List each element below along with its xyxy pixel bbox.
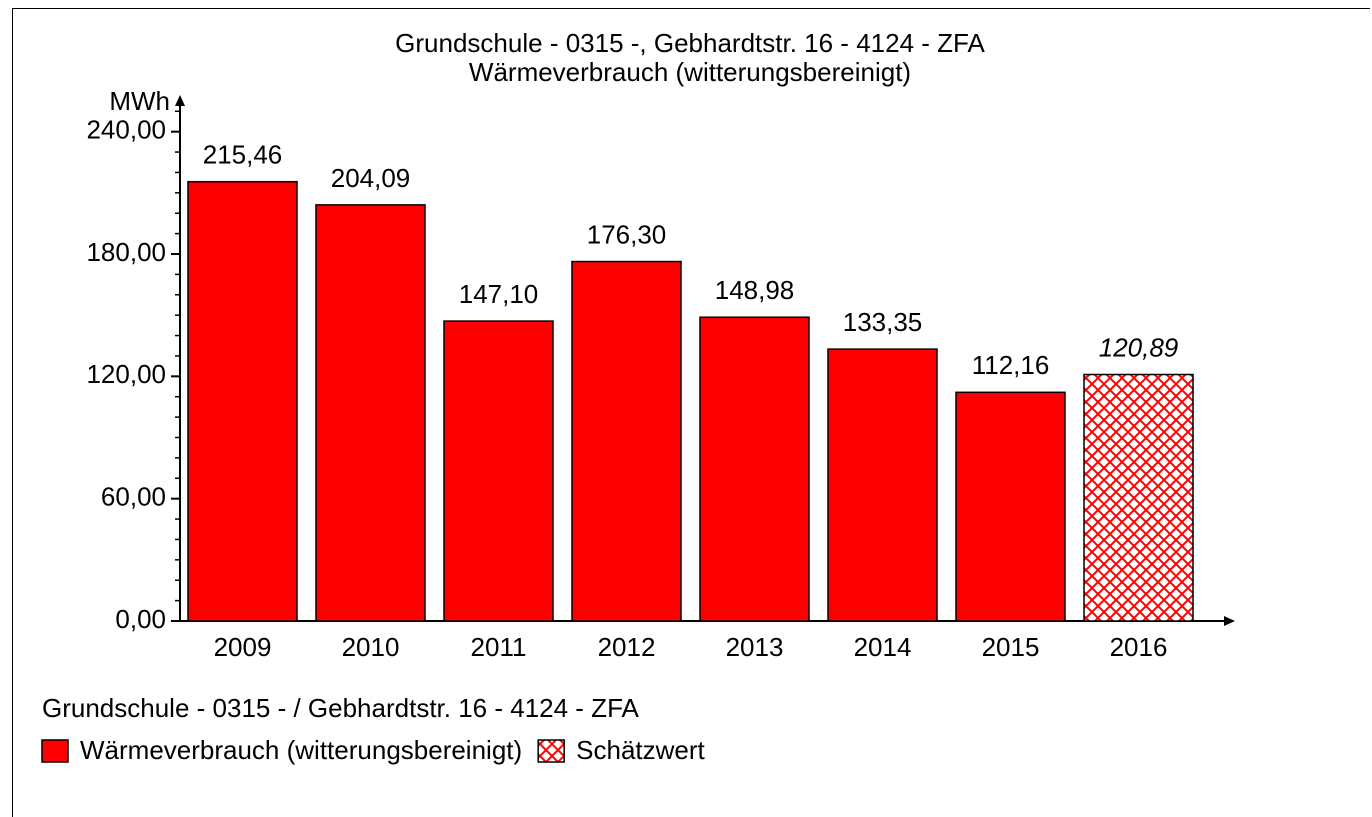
y-tick-label: 0,00 xyxy=(115,604,166,634)
legend-label: Schätzwert xyxy=(576,735,705,765)
legend-label: Wärmeverbrauch (witterungsbereinigt) xyxy=(80,735,522,765)
y-axis-label: MWh xyxy=(109,86,170,116)
value-label: 215,46 xyxy=(203,140,283,170)
x-tick-label: 2009 xyxy=(214,632,272,662)
x-tick-label: 2012 xyxy=(598,632,656,662)
x-tick-label: 2011 xyxy=(471,632,527,662)
bar xyxy=(827,348,938,622)
value-label: 147,10 xyxy=(459,279,539,309)
bar xyxy=(1083,373,1194,622)
bar xyxy=(699,316,810,622)
y-tick-label: 240,00 xyxy=(86,115,166,145)
x-tick-label: 2010 xyxy=(342,632,400,662)
legend-swatch xyxy=(537,739,565,763)
value-label: 148,98 xyxy=(715,275,795,305)
value-label: 204,09 xyxy=(331,163,411,193)
value-label: 133,35 xyxy=(843,307,923,337)
x-tick-label: 2014 xyxy=(854,632,912,662)
value-label: 176,30 xyxy=(587,219,667,249)
x-tick-label: 2016 xyxy=(1110,632,1168,662)
y-tick-label: 180,00 xyxy=(86,237,166,267)
y-tick-label: 60,00 xyxy=(101,482,166,512)
legend-title: Grundschule - 0315 - / Gebhardtstr. 16 -… xyxy=(42,693,640,723)
legend-swatch xyxy=(41,739,69,763)
x-axis-arrow xyxy=(1224,616,1235,626)
bar xyxy=(315,204,426,622)
bar xyxy=(571,260,682,622)
bar xyxy=(955,391,1066,622)
value-label: 112,16 xyxy=(972,350,1050,380)
y-tick-label: 120,00 xyxy=(86,359,166,389)
chart-title: Grundschule - 0315 -, Gebhardtstr. 16 - … xyxy=(395,28,985,58)
x-tick-label: 2015 xyxy=(982,632,1040,662)
chart-subtitle: Wärmeverbrauch (witterungsbereinigt) xyxy=(469,57,911,87)
bar xyxy=(443,320,554,622)
y-axis-arrow xyxy=(175,95,185,106)
frame xyxy=(12,8,1370,817)
value-label: 120,89 xyxy=(1099,332,1179,362)
bar xyxy=(187,180,298,622)
x-tick-label: 2013 xyxy=(726,632,784,662)
